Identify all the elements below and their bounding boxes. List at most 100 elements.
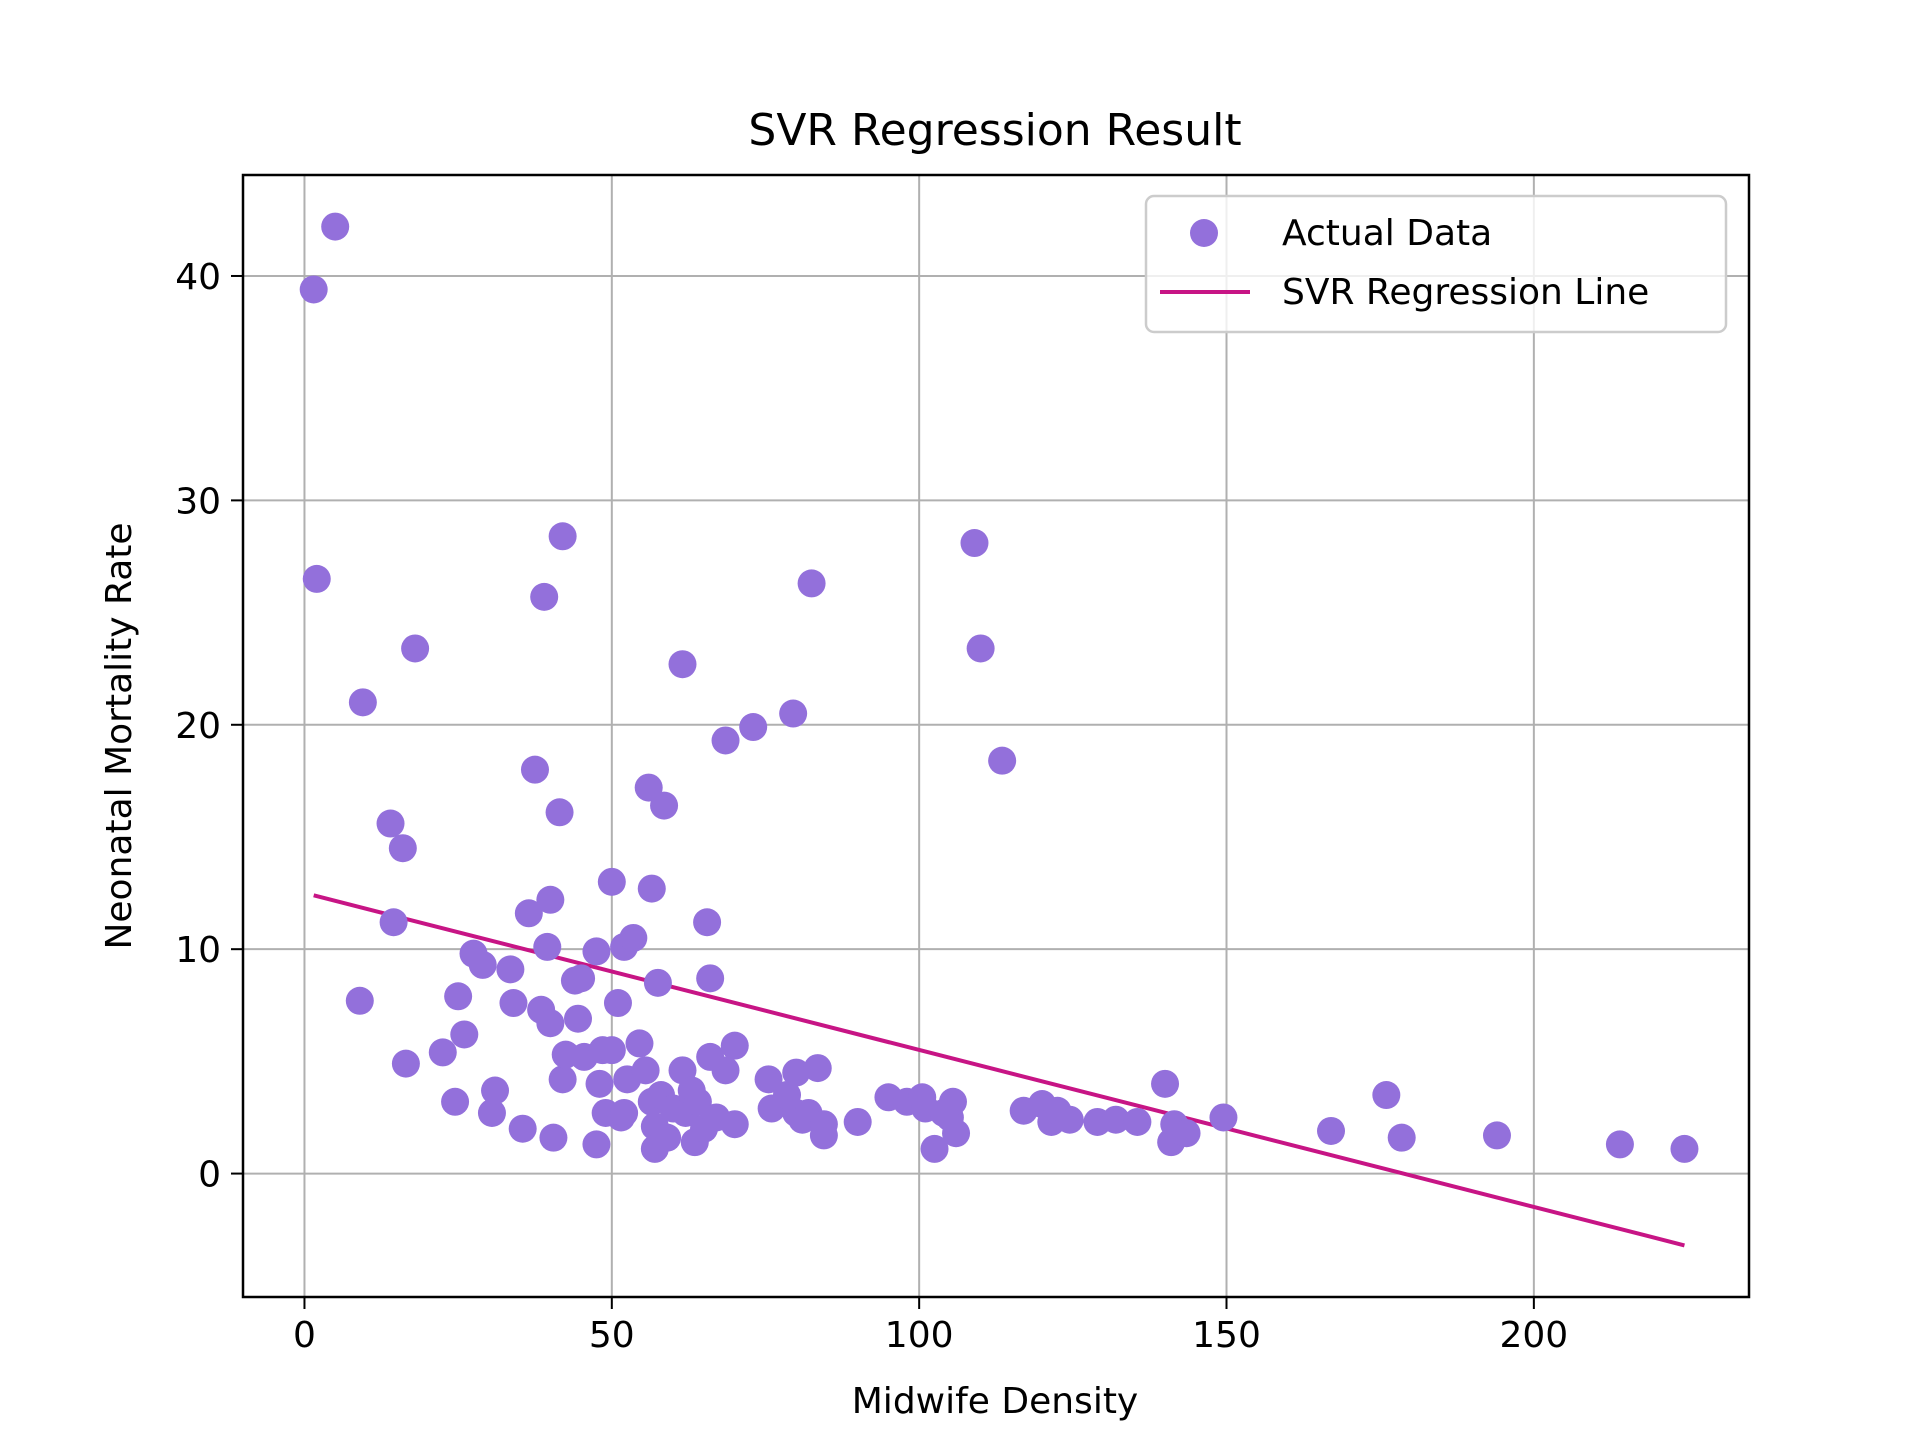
data-point	[401, 634, 430, 663]
y-axis-label: Neonatal Mortality Rate	[99, 522, 140, 949]
legend: Actual Data SVR Regression Line	[1144, 194, 1728, 334]
y-axis-ticks: 0 10 20 30 40	[175, 257, 243, 1196]
data-point	[711, 726, 740, 755]
legend-label-svr-line: SVR Regression Line	[1282, 272, 1649, 313]
data-point	[1172, 1119, 1201, 1148]
x-axis-label: Midwife Density	[852, 1381, 1139, 1422]
data-point	[668, 650, 697, 679]
data-point	[1055, 1105, 1084, 1134]
data-point	[567, 964, 596, 993]
data-point	[376, 809, 405, 838]
data-point	[539, 1123, 568, 1152]
data-point	[619, 923, 648, 952]
data-point	[711, 1056, 740, 1085]
data-point	[302, 564, 331, 593]
y-tick-label: 0	[198, 1155, 221, 1196]
data-point	[938, 1087, 967, 1116]
data-point	[597, 867, 626, 896]
data-point	[582, 937, 611, 966]
data-point	[508, 1114, 537, 1143]
data-point	[843, 1107, 872, 1136]
data-point	[388, 834, 417, 863]
plot-frame	[241, 173, 1751, 1299]
data-point	[739, 713, 768, 742]
data-point	[650, 791, 679, 820]
data-point	[693, 908, 722, 937]
data-point	[496, 955, 525, 984]
data-point	[942, 1119, 971, 1148]
data-point	[920, 1134, 949, 1163]
data-point	[1151, 1069, 1180, 1098]
data-point	[299, 275, 328, 304]
data-point	[348, 688, 377, 717]
data-point	[1482, 1121, 1511, 1150]
x-tick-label: 200	[1499, 1315, 1568, 1356]
data-point	[321, 212, 350, 241]
data-point	[536, 1009, 565, 1038]
data-point	[533, 932, 562, 961]
data-point	[481, 1076, 510, 1105]
data-point	[548, 522, 577, 551]
data-point	[683, 1087, 712, 1116]
legend-label-actual-data: Actual Data	[1282, 213, 1492, 254]
x-tick-label: 150	[1192, 1315, 1261, 1356]
data-point	[782, 1058, 811, 1087]
data-point	[536, 885, 565, 914]
data-point	[637, 874, 666, 903]
data-point	[441, 1087, 470, 1116]
x-axis-ticks: 0 50 100 150 200	[293, 1297, 1568, 1356]
chart-title: SVR Regression Result	[748, 105, 1241, 156]
data-point	[803, 1054, 832, 1083]
data-point	[809, 1110, 838, 1139]
data-point	[797, 569, 826, 598]
data-point	[548, 1065, 577, 1094]
y-tick-label: 40	[175, 257, 221, 298]
data-point	[514, 899, 543, 928]
data-point	[1123, 1107, 1152, 1136]
data-point	[564, 1004, 593, 1033]
data-point	[585, 1069, 614, 1098]
data-point	[545, 798, 574, 827]
data-point	[1209, 1103, 1238, 1132]
data-point	[603, 989, 632, 1018]
data-point	[530, 582, 559, 611]
data-point	[960, 529, 989, 558]
data-point	[582, 1130, 611, 1159]
data-point	[379, 908, 408, 937]
legend-box	[1144, 194, 1728, 334]
data-point	[988, 746, 1017, 775]
y-tick-label: 30	[175, 481, 221, 522]
x-tick-label: 0	[293, 1315, 316, 1356]
scatter-points	[299, 212, 1699, 1163]
data-point	[1387, 1123, 1416, 1152]
data-point	[1372, 1081, 1401, 1110]
data-point	[754, 1065, 783, 1094]
data-point	[696, 964, 725, 993]
data-point	[444, 982, 473, 1011]
data-point	[625, 1029, 654, 1058]
data-point	[1317, 1116, 1346, 1145]
data-point	[610, 1098, 639, 1127]
data-point	[779, 699, 808, 728]
data-point	[966, 634, 995, 663]
data-point	[520, 755, 549, 784]
data-point	[468, 950, 497, 979]
x-tick-label: 100	[885, 1315, 954, 1356]
y-tick-label: 10	[175, 930, 221, 971]
data-point	[1670, 1134, 1699, 1163]
data-point	[653, 1123, 682, 1152]
data-point	[499, 989, 528, 1018]
data-point	[428, 1038, 457, 1067]
data-point	[477, 1098, 506, 1127]
data-point	[597, 1036, 626, 1065]
data-point	[345, 986, 374, 1015]
data-point	[450, 1020, 479, 1049]
data-point	[631, 1056, 660, 1085]
data-point	[391, 1049, 420, 1078]
y-tick-label: 20	[175, 706, 221, 747]
data-point	[720, 1031, 749, 1060]
data-point	[720, 1110, 749, 1139]
data-point	[1605, 1130, 1634, 1159]
data-point	[1101, 1105, 1130, 1134]
